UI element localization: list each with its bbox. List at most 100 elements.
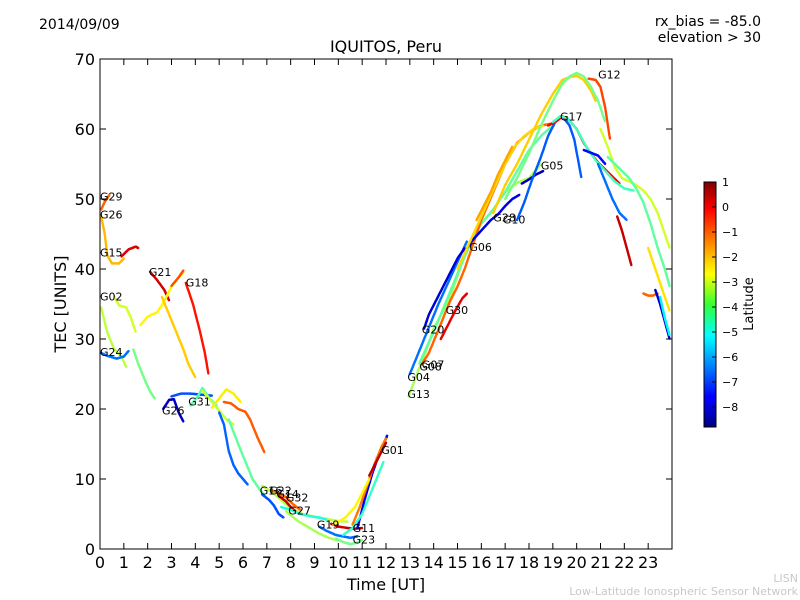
satellite-label-G10: G10 bbox=[503, 214, 526, 227]
series-G20 bbox=[422, 247, 466, 330]
satellite-label-G30: G30 bbox=[446, 304, 469, 317]
data-point bbox=[238, 400, 242, 403]
data-point bbox=[493, 206, 497, 212]
satellite-label-G14: G14 bbox=[276, 488, 299, 501]
data-point bbox=[481, 213, 485, 219]
data-point bbox=[527, 150, 532, 155]
data-point bbox=[574, 145, 578, 152]
satellite-label-G27: G27 bbox=[288, 505, 311, 518]
satellite-label-G32: G32 bbox=[286, 491, 309, 504]
data-point bbox=[498, 195, 502, 201]
data-point bbox=[494, 204, 498, 209]
data-point bbox=[480, 216, 484, 222]
data-point bbox=[578, 165, 581, 171]
series-G02 bbox=[100, 306, 128, 368]
x-tick-label: 11 bbox=[352, 553, 372, 572]
x-tick-label: 14 bbox=[423, 553, 443, 572]
data-point bbox=[532, 139, 536, 144]
data-point bbox=[502, 184, 506, 190]
rx-bias-label: rx_bias = -85.0 bbox=[654, 14, 761, 30]
series-G12 bbox=[492, 74, 597, 215]
data-point bbox=[573, 138, 576, 144]
series-G01c bbox=[341, 460, 385, 537]
series-G02b bbox=[113, 295, 137, 333]
data-point bbox=[193, 374, 197, 379]
satellite-label-G12: G12 bbox=[598, 69, 621, 82]
colorbar-tick-label: 0 bbox=[722, 201, 729, 214]
series-G31g bbox=[227, 418, 268, 500]
data-point bbox=[453, 281, 457, 286]
series-G31f bbox=[217, 411, 249, 486]
satellite-labels: G29G26G15G02G24G21G18G26G31G16G22G14G32G… bbox=[100, 69, 621, 547]
series-G04 bbox=[408, 240, 468, 376]
satellite-label-G26: G26 bbox=[162, 405, 185, 418]
colorbar-tick-label: −7 bbox=[722, 376, 738, 389]
series-G14 bbox=[260, 493, 285, 519]
data-point bbox=[617, 181, 621, 185]
series-G24b bbox=[132, 348, 156, 400]
data-point bbox=[482, 211, 486, 216]
data-point bbox=[367, 478, 371, 482]
data-point bbox=[478, 222, 482, 227]
data-point bbox=[451, 286, 455, 292]
data-point bbox=[573, 142, 577, 148]
colorbar-ticks: 1 0 −1 −2 −3 −4 −5 −6 −7 −8 bbox=[712, 176, 738, 414]
data-point bbox=[603, 161, 607, 166]
series-G26 bbox=[100, 215, 125, 265]
satellite-label-G01: G01 bbox=[381, 444, 404, 457]
data-point bbox=[536, 130, 540, 136]
series-G18b bbox=[160, 295, 197, 379]
series-G17k bbox=[658, 295, 671, 337]
data-point bbox=[667, 307, 671, 312]
colorbar-tick-label: −1 bbox=[722, 226, 738, 239]
satellite-label-G23: G23 bbox=[353, 533, 376, 546]
satellite-label-G02: G02 bbox=[100, 291, 123, 304]
x-tick-label: 9 bbox=[309, 553, 319, 572]
colorbar-tick-label: −6 bbox=[722, 351, 738, 364]
series-G21c bbox=[170, 269, 185, 287]
x-tick-label: 15 bbox=[447, 553, 467, 572]
y-tick-label: 0 bbox=[85, 540, 95, 559]
y-tick-label: 20 bbox=[75, 400, 95, 419]
satellite-label-G18: G18 bbox=[186, 277, 209, 290]
satellite-label-G05: G05 bbox=[541, 160, 564, 173]
watermark-lisn: LISN bbox=[773, 572, 798, 585]
y-axis-label: TEC [UNITS] bbox=[51, 256, 70, 354]
data-point bbox=[575, 149, 579, 156]
series-G19 bbox=[318, 525, 359, 539]
data-point bbox=[495, 201, 499, 206]
series-G17f bbox=[596, 162, 628, 222]
data-point bbox=[538, 125, 542, 130]
x-tick-label: 20 bbox=[566, 553, 586, 572]
satellite-label-G31: G31 bbox=[188, 396, 211, 409]
data-point bbox=[464, 240, 468, 245]
plot-area bbox=[100, 59, 672, 549]
series-G17g bbox=[616, 215, 633, 267]
x-axis-ticks: 0 1 2 3 4 5 6 7 8 9 10 11 12 13 14 15 16 17 18 19 20 21 22 23 bbox=[95, 59, 658, 572]
colorbar-label: Latitude bbox=[742, 277, 757, 331]
series-G29 bbox=[100, 193, 111, 211]
date-label: 2014/09/09 bbox=[39, 17, 120, 33]
x-tick-label: 4 bbox=[190, 553, 200, 572]
satellite-label-G06: G06 bbox=[469, 241, 492, 254]
satellite-label-G19: G19 bbox=[317, 519, 340, 532]
y-tick-label: 40 bbox=[75, 260, 95, 279]
series-G01e bbox=[368, 441, 388, 477]
satellite-label-G28: G28 bbox=[493, 211, 516, 224]
data-point bbox=[575, 153, 579, 159]
series-G17e bbox=[606, 155, 671, 288]
y-tick-label: 10 bbox=[75, 470, 95, 489]
chart-title: IQUITOS, Peru bbox=[330, 37, 442, 56]
data-point bbox=[603, 118, 607, 123]
x-tick-label: 22 bbox=[614, 553, 634, 572]
data-point bbox=[214, 403, 218, 407]
series-G27 bbox=[279, 505, 328, 521]
x-tick-label: 12 bbox=[376, 553, 396, 572]
data-point bbox=[535, 133, 539, 138]
series-G22 bbox=[270, 489, 302, 511]
y-tick-label: 70 bbox=[75, 50, 95, 69]
colorbar-tick-label: −2 bbox=[722, 251, 738, 264]
series-G01d bbox=[332, 478, 371, 526]
x-tick-label: 8 bbox=[286, 553, 296, 572]
